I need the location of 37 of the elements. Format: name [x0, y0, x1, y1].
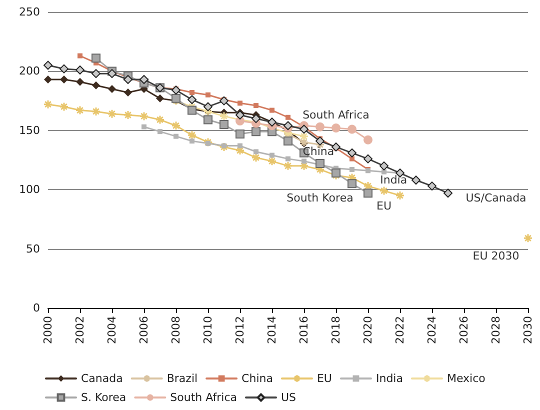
x-tick-label: 2002: [74, 316, 86, 344]
legend-label: China: [242, 372, 273, 385]
y-tick-label: 0: [33, 302, 40, 314]
y-tick-label: 150: [19, 124, 40, 137]
x-tick-label: 2022: [394, 316, 406, 344]
x-tick-label: 2010: [202, 316, 214, 344]
x-tick-label: 2020: [362, 316, 374, 344]
y-tick-label: 100: [19, 183, 40, 196]
x-tick-label: 2004: [106, 316, 118, 344]
legend-label: South Africa: [170, 391, 238, 404]
annotation: EU: [376, 200, 392, 213]
legend-label: S. Korea: [81, 391, 126, 404]
legend-label: EU: [316, 372, 332, 385]
annotation: South Africa: [302, 108, 370, 122]
x-tick-label: 2014: [266, 316, 278, 344]
y-tick-label: 50: [26, 242, 40, 256]
legend-label: US: [281, 391, 296, 404]
x-tick-label: 2030: [522, 316, 534, 344]
y-tick-label: 200: [19, 64, 40, 78]
x-tick-label: 2012: [234, 316, 246, 344]
x-tick-label: 2018: [330, 316, 342, 344]
x-tick-label: 2016: [298, 316, 310, 344]
annotation: South Korea: [286, 191, 354, 204]
x-tick-label: 2008: [170, 316, 182, 344]
annotation: EU 2030: [472, 249, 520, 262]
x-tick-label: 2028: [490, 316, 502, 344]
legend-label: Mexico: [446, 372, 486, 385]
y-tick-label: 250: [19, 6, 40, 18]
x-tick-label: 2024: [426, 316, 438, 344]
annotation: US/Canada: [466, 191, 526, 204]
x-tick-label: 2026: [458, 316, 470, 344]
legend-label: India: [376, 372, 403, 385]
x-tick-label: 2000: [42, 316, 54, 344]
x-tick-label: 2006: [138, 316, 150, 344]
legend-label: Brazil: [166, 372, 198, 385]
annotation: India: [380, 174, 408, 187]
legend-label: Canada: [81, 372, 123, 385]
